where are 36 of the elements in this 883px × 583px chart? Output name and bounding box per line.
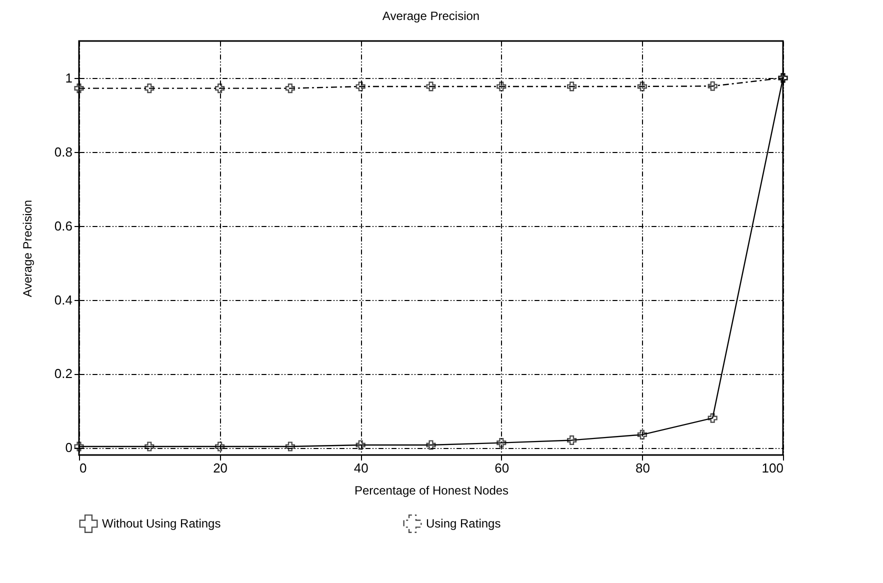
point xyxy=(426,440,436,450)
chart-title: Average Precision xyxy=(382,9,480,23)
point xyxy=(708,413,718,423)
x-tick-label: 100 xyxy=(762,460,784,476)
y-tick-label: 0.4 xyxy=(54,292,72,308)
y-tick-label: 0 xyxy=(65,440,72,456)
legend-label: Without Using Ratings xyxy=(102,516,221,531)
point xyxy=(426,82,436,92)
point xyxy=(215,84,225,94)
y-tick-label: 0.8 xyxy=(54,144,72,160)
point xyxy=(637,430,647,440)
point xyxy=(567,435,577,445)
point xyxy=(356,82,366,92)
point xyxy=(285,442,295,452)
x-axis-title: Percentage of Honest Nodes xyxy=(354,484,509,498)
point xyxy=(637,82,647,92)
point xyxy=(567,82,577,92)
point xyxy=(144,442,154,452)
x-tick-label: 20 xyxy=(213,460,228,476)
point xyxy=(708,81,718,91)
y-tick-label: 1 xyxy=(65,70,72,86)
point xyxy=(215,442,225,452)
y-tick-label: 0.2 xyxy=(54,366,72,382)
point xyxy=(496,82,506,92)
legend-label: Using Ratings xyxy=(426,516,501,531)
x-tick-label: 80 xyxy=(635,460,650,476)
x-tick-label: 40 xyxy=(354,460,368,476)
y-tick-label: 0.6 xyxy=(54,218,72,234)
point xyxy=(144,84,154,94)
x-tick-label: 0 xyxy=(80,460,87,476)
point xyxy=(74,84,84,94)
y-axis-title: Average Precision xyxy=(20,200,34,298)
point xyxy=(356,440,366,450)
point xyxy=(496,438,506,448)
point xyxy=(285,84,295,94)
x-tick-label: 60 xyxy=(494,460,510,476)
